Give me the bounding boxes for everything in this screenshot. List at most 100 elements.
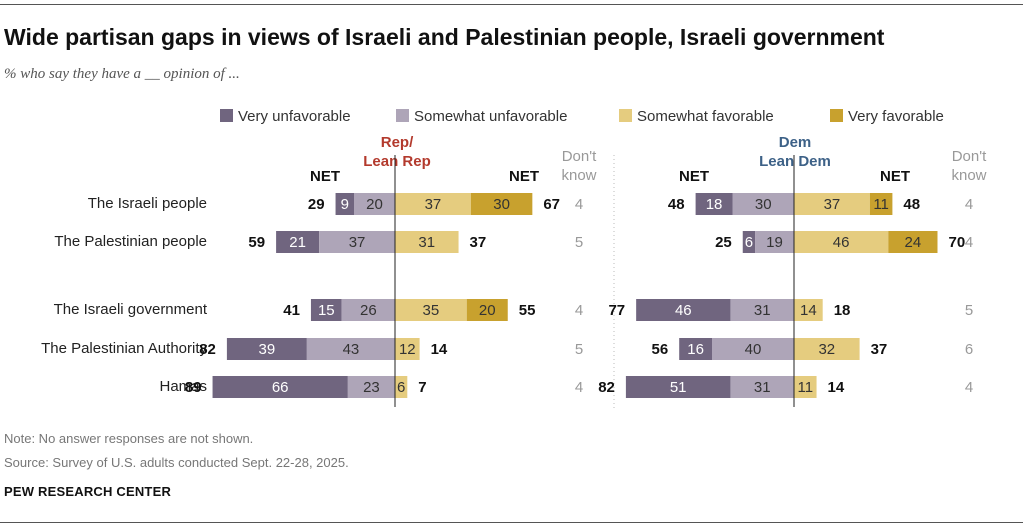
bar-value-dem-lean-dem-the-palestinian-authority-somewhat-unfavorable: 40: [745, 341, 762, 358]
bar-value-rep-lean-rep-the-israeli-people-somewhat-unfavorable: 20: [366, 196, 383, 213]
legend-label-somewhat-favorable: Somewhat favorable: [637, 108, 774, 125]
bar-value-dem-lean-dem-the-palestinian-people-somewhat-unfavorable: 19: [766, 234, 783, 251]
bar-value-dem-lean-dem-the-israeli-people-very-unfavorable: 18: [706, 196, 723, 213]
dont-know-dem-lean-dem-hamas: 4: [965, 379, 973, 396]
bar-dem-lean-dem-the-israeli-government-somewhat-unfavorable: [730, 299, 794, 321]
bar-value-rep-lean-rep-the-palestinian-authority-somewhat-unfavorable: 43: [343, 341, 360, 358]
net-unfavorable-rep-lean-rep-hamas: 89: [185, 379, 202, 396]
legend-swatch-very-unfavorable: [220, 109, 233, 122]
bar-value-dem-lean-dem-the-israeli-people-somewhat-unfavorable: 30: [755, 196, 772, 213]
dont-know-rep-lean-rep-the-palestinian-authority: 5: [575, 341, 583, 358]
bar-rep-lean-rep-the-palestinian-people-somewhat-favorable: [395, 231, 459, 253]
column-label-net-favorable-rep-lean-rep: NET: [509, 168, 539, 185]
bar-rep-lean-rep-the-israeli-government-somewhat-favorable: [395, 299, 467, 321]
column-label-net-unfavorable-rep-lean-rep: NET: [310, 168, 340, 185]
bar-value-rep-lean-rep-the-israeli-people-somewhat-favorable: 37: [425, 196, 442, 213]
panel-header-rep-lean-rep-line1: Rep/: [381, 134, 414, 151]
column-label-dont-know-rep-lean-rep-line1: Don't: [562, 148, 597, 165]
net-favorable-rep-lean-rep-hamas: 7: [418, 379, 426, 396]
top-rule: [0, 4, 1023, 5]
category-label-the-israeli-government: The Israeli government: [54, 301, 208, 318]
bar-value-rep-lean-rep-hamas-somewhat-favorable: 6: [397, 379, 405, 396]
bar-value-rep-lean-rep-hamas-somewhat-unfavorable: 23: [363, 379, 380, 396]
category-label-the-palestinian-people: The Palestinian people: [54, 233, 207, 250]
bar-value-rep-lean-rep-the-palestinian-people-somewhat-unfavorable: 37: [349, 234, 366, 251]
bar-rep-lean-rep-the-israeli-government-somewhat-unfavorable: [341, 299, 395, 321]
bar-rep-lean-rep-the-israeli-people-very-unfavorable: [335, 193, 354, 215]
column-label-dont-know-dem-lean-dem-line2: know: [951, 167, 986, 184]
legend-label-very-unfavorable: Very unfavorable: [238, 108, 351, 125]
net-unfavorable-dem-lean-dem-the-israeli-government: 77: [608, 302, 625, 319]
footnote: Note: No answer responses are not shown.: [4, 431, 254, 446]
bar-value-dem-lean-dem-the-palestinian-people-somewhat-favorable: 46: [833, 234, 850, 251]
bar-dem-lean-dem-the-palestinian-people-somewhat-favorable: [794, 231, 889, 253]
legend-somewhat-unfavorable: Somewhat unfavorable: [396, 108, 567, 125]
bar-rep-lean-rep-the-israeli-government-very-unfavorable: [310, 299, 342, 321]
net-unfavorable-dem-lean-dem-the-palestinian-authority: 56: [652, 341, 669, 358]
legend-somewhat-favorable: Somewhat favorable: [619, 108, 774, 125]
legend-swatch-somewhat-favorable: [619, 109, 632, 122]
bar-rep-lean-rep-the-palestinian-authority-somewhat-favorable: [395, 338, 420, 360]
dont-know-rep-lean-rep-the-palestinian-people: 5: [575, 234, 583, 251]
column-label-dont-know-rep-lean-rep-line2: know: [561, 167, 596, 184]
legend-label-somewhat-unfavorable: Somewhat unfavorable: [414, 108, 568, 125]
net-favorable-dem-lean-dem-the-israeli-people: 48: [903, 196, 920, 213]
bar-dem-lean-dem-the-palestinian-people-very-favorable: [888, 231, 938, 253]
net-unfavorable-rep-lean-rep-the-israeli-people: 29: [308, 196, 325, 213]
bar-rep-lean-rep-the-palestinian-people-very-unfavorable: [276, 231, 320, 253]
net-favorable-dem-lean-dem-the-palestinian-people: 70: [949, 234, 966, 251]
net-unfavorable-rep-lean-rep-the-palestinian-authority: 82: [199, 341, 216, 358]
legend-swatch-very-favorable: [830, 109, 843, 122]
bar-dem-lean-dem-hamas-somewhat-favorable: [794, 376, 817, 398]
legend-very-favorable: Very favorable: [830, 108, 944, 125]
chart-subtitle: % who say they have a __ opinion of ...: [4, 66, 240, 82]
bar-value-rep-lean-rep-hamas-very-unfavorable: 66: [272, 379, 289, 396]
net-favorable-rep-lean-rep-the-palestinian-people: 37: [470, 234, 487, 251]
category-label-hamas: Hamas: [159, 378, 207, 395]
bar-rep-lean-rep-the-israeli-people-somewhat-favorable: [395, 193, 471, 215]
bar-value-rep-lean-rep-the-palestinian-people-very-unfavorable: 21: [289, 234, 306, 251]
bar-rep-lean-rep-the-palestinian-people-somewhat-unfavorable: [319, 231, 395, 253]
column-label-net-favorable-dem-lean-dem: NET: [880, 168, 910, 185]
bar-dem-lean-dem-the-palestinian-authority-somewhat-favorable: [794, 338, 860, 360]
bar-dem-lean-dem-the-palestinian-authority-somewhat-unfavorable: [712, 338, 794, 360]
bar-value-dem-lean-dem-hamas-very-unfavorable: 51: [670, 379, 687, 396]
bar-dem-lean-dem-the-israeli-people-very-unfavorable: [695, 193, 733, 215]
legend-label-very-favorable: Very favorable: [848, 108, 944, 125]
bar-value-dem-lean-dem-the-israeli-people-somewhat-favorable: 37: [824, 196, 841, 213]
net-unfavorable-dem-lean-dem-the-palestinian-people: 25: [715, 234, 732, 251]
dont-know-dem-lean-dem-the-israeli-government: 5: [965, 302, 973, 319]
category-label-the-palestinian-authority: The Palestinian Authority: [41, 340, 207, 357]
net-unfavorable-rep-lean-rep-the-palestinian-people: 59: [248, 234, 265, 251]
dont-know-dem-lean-dem-the-palestinian-authority: 6: [965, 341, 973, 358]
net-favorable-rep-lean-rep-the-israeli-government: 55: [519, 302, 536, 319]
bar-dem-lean-dem-the-israeli-government-somewhat-favorable: [794, 299, 823, 321]
bar-dem-lean-dem-hamas-somewhat-unfavorable: [730, 376, 794, 398]
bar-value-rep-lean-rep-the-israeli-government-somewhat-favorable: 35: [423, 302, 440, 319]
dont-know-dem-lean-dem-the-israeli-people: 4: [965, 196, 973, 213]
bar-value-rep-lean-rep-the-palestinian-authority-somewhat-favorable: 12: [399, 341, 416, 358]
bar-value-dem-lean-dem-the-israeli-people-very-favorable: 11: [873, 196, 889, 213]
bar-rep-lean-rep-the-palestinian-authority-somewhat-unfavorable: [306, 338, 395, 360]
bar-value-rep-lean-rep-the-israeli-government-somewhat-unfavorable: 26: [360, 302, 377, 319]
bar-value-dem-lean-dem-hamas-somewhat-unfavorable: 31: [754, 379, 771, 396]
dont-know-rep-lean-rep-the-israeli-people: 4: [575, 196, 583, 213]
panel-header-dem-lean-dem-line1: Dem: [779, 134, 812, 151]
net-favorable-rep-lean-rep-the-palestinian-authority: 14: [431, 341, 448, 358]
net-unfavorable-dem-lean-dem-the-israeli-people: 48: [668, 196, 685, 213]
bar-value-rep-lean-rep-the-israeli-people-very-favorable: 30: [493, 196, 510, 213]
bar-rep-lean-rep-hamas-somewhat-favorable: [395, 376, 408, 398]
chart-title: Wide partisan gaps in views of Israeli a…: [4, 24, 885, 50]
bar-rep-lean-rep-the-palestinian-authority-very-unfavorable: [226, 338, 307, 360]
bar-value-dem-lean-dem-the-palestinian-authority-very-unfavorable: 16: [687, 341, 704, 358]
bar-value-dem-lean-dem-the-israeli-government-somewhat-unfavorable: 31: [754, 302, 771, 319]
bar-dem-lean-dem-the-palestinian-people-very-unfavorable: [742, 231, 756, 253]
bottom-rule: [0, 522, 1023, 523]
bar-value-rep-lean-rep-the-israeli-government-very-favorable: 20: [479, 302, 496, 319]
bar-rep-lean-rep-the-israeli-people-somewhat-unfavorable: [354, 193, 395, 215]
bar-dem-lean-dem-the-israeli-people-very-favorable: [869, 193, 893, 215]
category-label-the-israeli-people: The Israeli people: [88, 195, 207, 212]
net-favorable-dem-lean-dem-hamas: 14: [828, 379, 845, 396]
panel-header-rep-lean-rep-line2: Lean Rep: [363, 153, 431, 170]
bar-value-dem-lean-dem-the-israeli-government-very-unfavorable: 46: [675, 302, 692, 319]
